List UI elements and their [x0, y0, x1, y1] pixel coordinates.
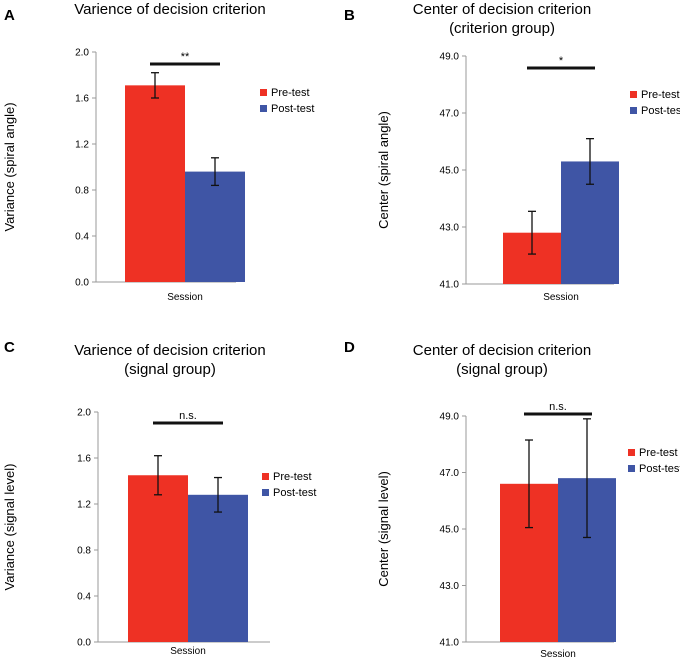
y-tick-label: 1.2: [75, 140, 89, 151]
x-axis-label: Session: [170, 646, 206, 657]
y-axis-label: Center (signal level): [376, 471, 391, 587]
legend-label: Post-test: [271, 103, 314, 115]
panel-letter: D: [344, 339, 355, 356]
y-tick-label: 45.0: [440, 166, 460, 177]
y-tick-label: 2.0: [75, 48, 89, 59]
bar-post-test: [185, 171, 245, 282]
legend-label: Pre-test: [273, 471, 312, 483]
y-tick-label: 47.0: [440, 109, 460, 120]
significance-label: n.s.: [179, 410, 197, 422]
chart-title: (criterion group): [449, 20, 555, 37]
panel-a: A Varience of decision criterion 0.0 0.4 0.8…: [0, 0, 340, 337]
legend-label: Pre-test: [641, 89, 680, 101]
legend-swatch-post-test: [262, 489, 269, 496]
y-tick-label: 0.8: [77, 546, 91, 557]
y-axis-label: Center (spiral angle): [376, 111, 391, 229]
bar-post-test: [188, 494, 248, 642]
y-tick-label: 45.0: [440, 525, 460, 536]
chart-svg-c: C Varience of decision criterion (signal g…: [2, 339, 316, 657]
legend-label: Post-test: [639, 463, 680, 475]
y-tick-label: 0.4: [77, 592, 91, 603]
x-axis-label: Session: [543, 292, 579, 303]
panel-letter: A: [4, 7, 15, 24]
legend-swatch-pre-test: [628, 449, 635, 456]
legend-label: Post-test: [273, 487, 316, 499]
y-tick-label: 0.4: [75, 232, 89, 243]
x-axis-label: Session: [540, 649, 576, 660]
legend-swatch-post-test: [630, 107, 637, 114]
panel-letter: C: [4, 339, 15, 356]
y-tick-label: 43.0: [440, 223, 460, 234]
y-tick-label: 49.0: [440, 412, 460, 423]
y-axis-label: Variance (signal level): [2, 464, 17, 591]
y-tick-label: 43.0: [440, 581, 460, 592]
y-tick-label: 47.0: [440, 468, 460, 479]
y-tick-label: 0.8: [75, 186, 89, 197]
chart-title: Center of decision criterion: [413, 342, 591, 359]
chart-svg-a: A Varience of decision criterion 0.0 0.4 0.8…: [2, 1, 314, 303]
chart-title: Varience of decision criterion: [74, 342, 265, 359]
panel-d: D Center of decision criterion (signal gro…: [340, 332, 680, 669]
chart-title: Center of decision criterion: [413, 1, 591, 18]
y-tick-label: 41.0: [440, 280, 460, 291]
y-tick-label: 1.2: [77, 500, 91, 511]
y-tick-label: 2.0: [77, 408, 91, 419]
legend-swatch-pre-test: [260, 89, 267, 96]
chart-svg-b: B Center of decision criterion (criterion …: [344, 1, 680, 303]
legend-swatch-pre-test: [262, 473, 269, 480]
chart-title: (signal group): [456, 361, 548, 378]
legend-swatch-post-test: [628, 465, 635, 472]
chart-svg-d: D Center of decision criterion (signal gro…: [344, 339, 680, 660]
y-tick-label: 1.6: [77, 454, 91, 465]
chart-title: (signal group): [124, 361, 216, 378]
legend-swatch-pre-test: [630, 91, 637, 98]
chart-title: Varience of decision criterion: [74, 1, 265, 18]
significance-label: **: [181, 51, 190, 63]
panel-c: C Varience of decision criterion (signal g…: [0, 332, 340, 669]
y-axis-label: Variance (spiral angle): [2, 102, 17, 231]
y-tick-label: 41.0: [440, 638, 460, 649]
legend-label: Pre-test: [271, 87, 310, 99]
bar-pre-test: [125, 85, 185, 282]
significance-label: n.s.: [549, 401, 567, 413]
y-tick-label: 49.0: [440, 52, 460, 63]
legend-swatch-post-test: [260, 105, 267, 112]
legend-label: Post-test: [641, 105, 680, 117]
panel-b: B Center of decision criterion (criterion …: [340, 0, 680, 337]
y-tick-label: 0.0: [75, 278, 89, 289]
x-axis-label: Session: [167, 292, 203, 303]
y-tick-label: 1.6: [75, 94, 89, 105]
panel-letter: B: [344, 7, 355, 24]
y-tick-label: 0.0: [77, 638, 91, 649]
legend-label: Pre-test: [639, 447, 678, 459]
significance-label: *: [559, 55, 564, 67]
bar-pre-test: [128, 475, 188, 642]
